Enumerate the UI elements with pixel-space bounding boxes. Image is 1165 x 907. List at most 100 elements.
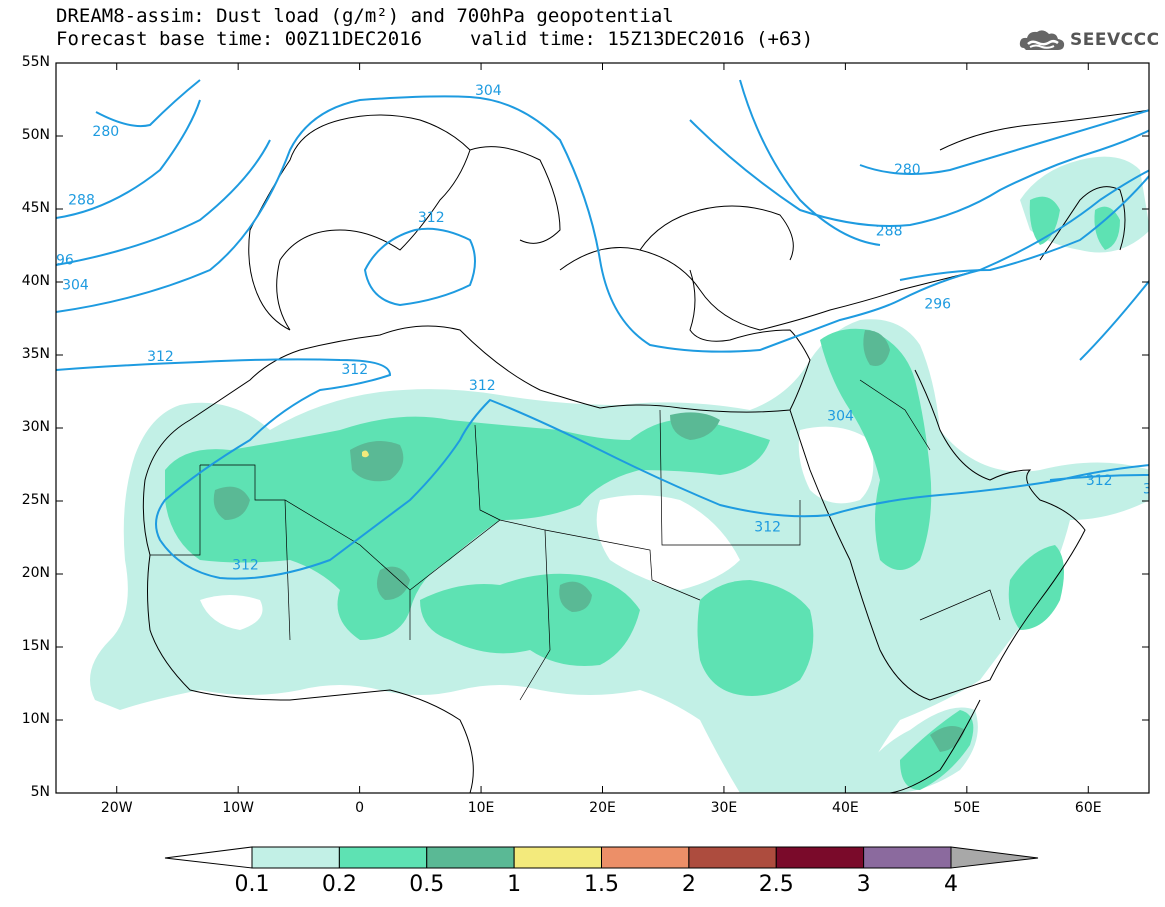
dust-dark-iraq — [863, 330, 890, 366]
contour-304-main — [469, 96, 981, 353]
base-time: Forecast base time: 00Z11DEC2016 — [56, 28, 423, 50]
lat-label: 50N — [21, 127, 50, 143]
lon-label: 30E — [710, 800, 738, 816]
contour-label: 288 — [876, 223, 903, 239]
colorbar-label: 1.5 — [584, 872, 619, 897]
lat-label: 10N — [21, 711, 50, 727]
contour-288-east — [689, 119, 1149, 227]
contour-312-main — [56, 358, 1149, 580]
coastlines — [142, 109, 1149, 793]
colorbar-box — [775, 846, 865, 869]
lat-label: 35N — [21, 346, 50, 362]
map-title: DREAM8-assim: Dust load (g/m²) and 700hP… — [56, 5, 674, 27]
colorbar-box — [688, 846, 777, 869]
dust-yellow-spot — [362, 450, 369, 458]
contour-label: 312 — [469, 378, 496, 394]
colorbar-box — [513, 846, 602, 869]
colorbar-label: 2.5 — [758, 872, 794, 897]
seevccc-logo: SEEVCCC — [1018, 26, 1160, 56]
contour-label: 312 — [341, 362, 368, 378]
contour-east-lower — [1079, 279, 1149, 361]
contour-304-west — [56, 95, 471, 313]
lon-label: 10E — [467, 800, 495, 816]
dust-medium-iraq — [820, 328, 932, 570]
lon-label: 0 — [355, 800, 365, 816]
axis-ticks — [56, 62, 1149, 794]
contour-312-iberia — [363, 227, 476, 307]
contour-label: 312 — [232, 558, 259, 574]
contour-label: 280 — [894, 162, 921, 178]
contour-280-east — [859, 109, 1149, 175]
colorbar-label: 4 — [944, 872, 958, 897]
dust-medium-sahara — [165, 416, 770, 640]
dust-medium-sudan — [697, 580, 814, 696]
dust-dark-mauritania — [213, 486, 250, 520]
lat-label: 55N — [21, 54, 50, 70]
colorbar-label: 3 — [856, 872, 871, 897]
lat-label: 45N — [21, 200, 50, 216]
colorbar-box — [426, 846, 515, 869]
valid-time: valid time: 15Z13DEC2016 (+63) — [470, 28, 814, 50]
colorbar-label: 2 — [681, 872, 696, 897]
lon-label: 20W — [100, 800, 133, 816]
dust-dark-egypt — [670, 412, 720, 440]
contour-312-east — [1049, 474, 1149, 481]
contour-288-west — [56, 99, 201, 219]
lat-label: 30N — [21, 419, 50, 435]
colorbar-box — [601, 846, 690, 869]
dust-clear-libya — [596, 495, 740, 590]
dust-clear-sahel — [200, 595, 263, 630]
lon-label: 10W — [222, 800, 254, 816]
lat-label: 20N — [21, 565, 50, 581]
colorbar-box — [863, 846, 952, 869]
colorbar-over-triangle — [950, 846, 1039, 869]
map-subtitle: Forecast base time: 00Z11DEC2016 valid ti… — [56, 29, 813, 50]
colorbar-box — [251, 846, 340, 869]
contour-296-mid — [739, 79, 881, 246]
contour-label: 96 — [56, 252, 74, 268]
colorbar-boxes — [251, 846, 952, 869]
contour-296-east — [899, 174, 1149, 281]
contour-label: 312 — [147, 349, 174, 365]
lat-label: 40N — [21, 273, 50, 289]
dust-medium-kazakh — [1094, 206, 1120, 250]
lat-label: 5N — [30, 784, 50, 800]
contour-label: 312 — [1086, 473, 1113, 489]
lat-label: 25N — [21, 492, 50, 508]
logo-text: SEEVCCC — [1070, 30, 1160, 50]
contour-label: 304 — [62, 277, 89, 293]
dust-medium-oman — [1008, 545, 1064, 630]
dust-dark-niger — [376, 566, 410, 600]
colorbar-box — [338, 846, 428, 869]
contour-label: 296 — [924, 296, 951, 312]
lon-label: 60E — [1074, 800, 1102, 816]
contour-280-west — [95, 79, 201, 128]
contour-label: 312 — [418, 210, 445, 226]
dust-clear-saudi — [798, 426, 874, 504]
contour-label: 288 — [68, 193, 95, 209]
cloud-icon — [1019, 30, 1065, 50]
dust-dark-horn — [930, 726, 965, 752]
contour-label: 312 — [754, 520, 781, 536]
colorbar — [164, 846, 1039, 869]
geopotential-contours — [56, 79, 1149, 580]
contour-label: 3 — [1143, 482, 1152, 498]
dust-dark-chad — [559, 581, 592, 612]
dust-dark-algeria — [350, 441, 404, 482]
colorbar-label: 0.1 — [234, 872, 270, 897]
contour-label: 304 — [827, 409, 854, 425]
country-borders — [150, 379, 1001, 701]
lon-label: 40E — [832, 800, 859, 816]
contour-304-ne — [979, 169, 1149, 271]
map-area: 280 288 96 304 304 312 312 312 312 312 312 304 296 28… — [56, 79, 1152, 793]
colorbar-label: 0.5 — [409, 872, 445, 897]
colorbar-label: 0.2 — [321, 872, 357, 897]
contour-296-west — [56, 139, 271, 266]
colorbar-label: 1 — [507, 872, 522, 897]
contour-label: 304 — [475, 83, 502, 99]
lon-label: 20E — [589, 800, 616, 816]
contour-label: 280 — [92, 124, 119, 140]
lon-label: 50E — [953, 800, 981, 816]
contour-labels: 280 288 96 304 304 312 312 312 312 312 312 304 296 28… — [56, 83, 1152, 574]
